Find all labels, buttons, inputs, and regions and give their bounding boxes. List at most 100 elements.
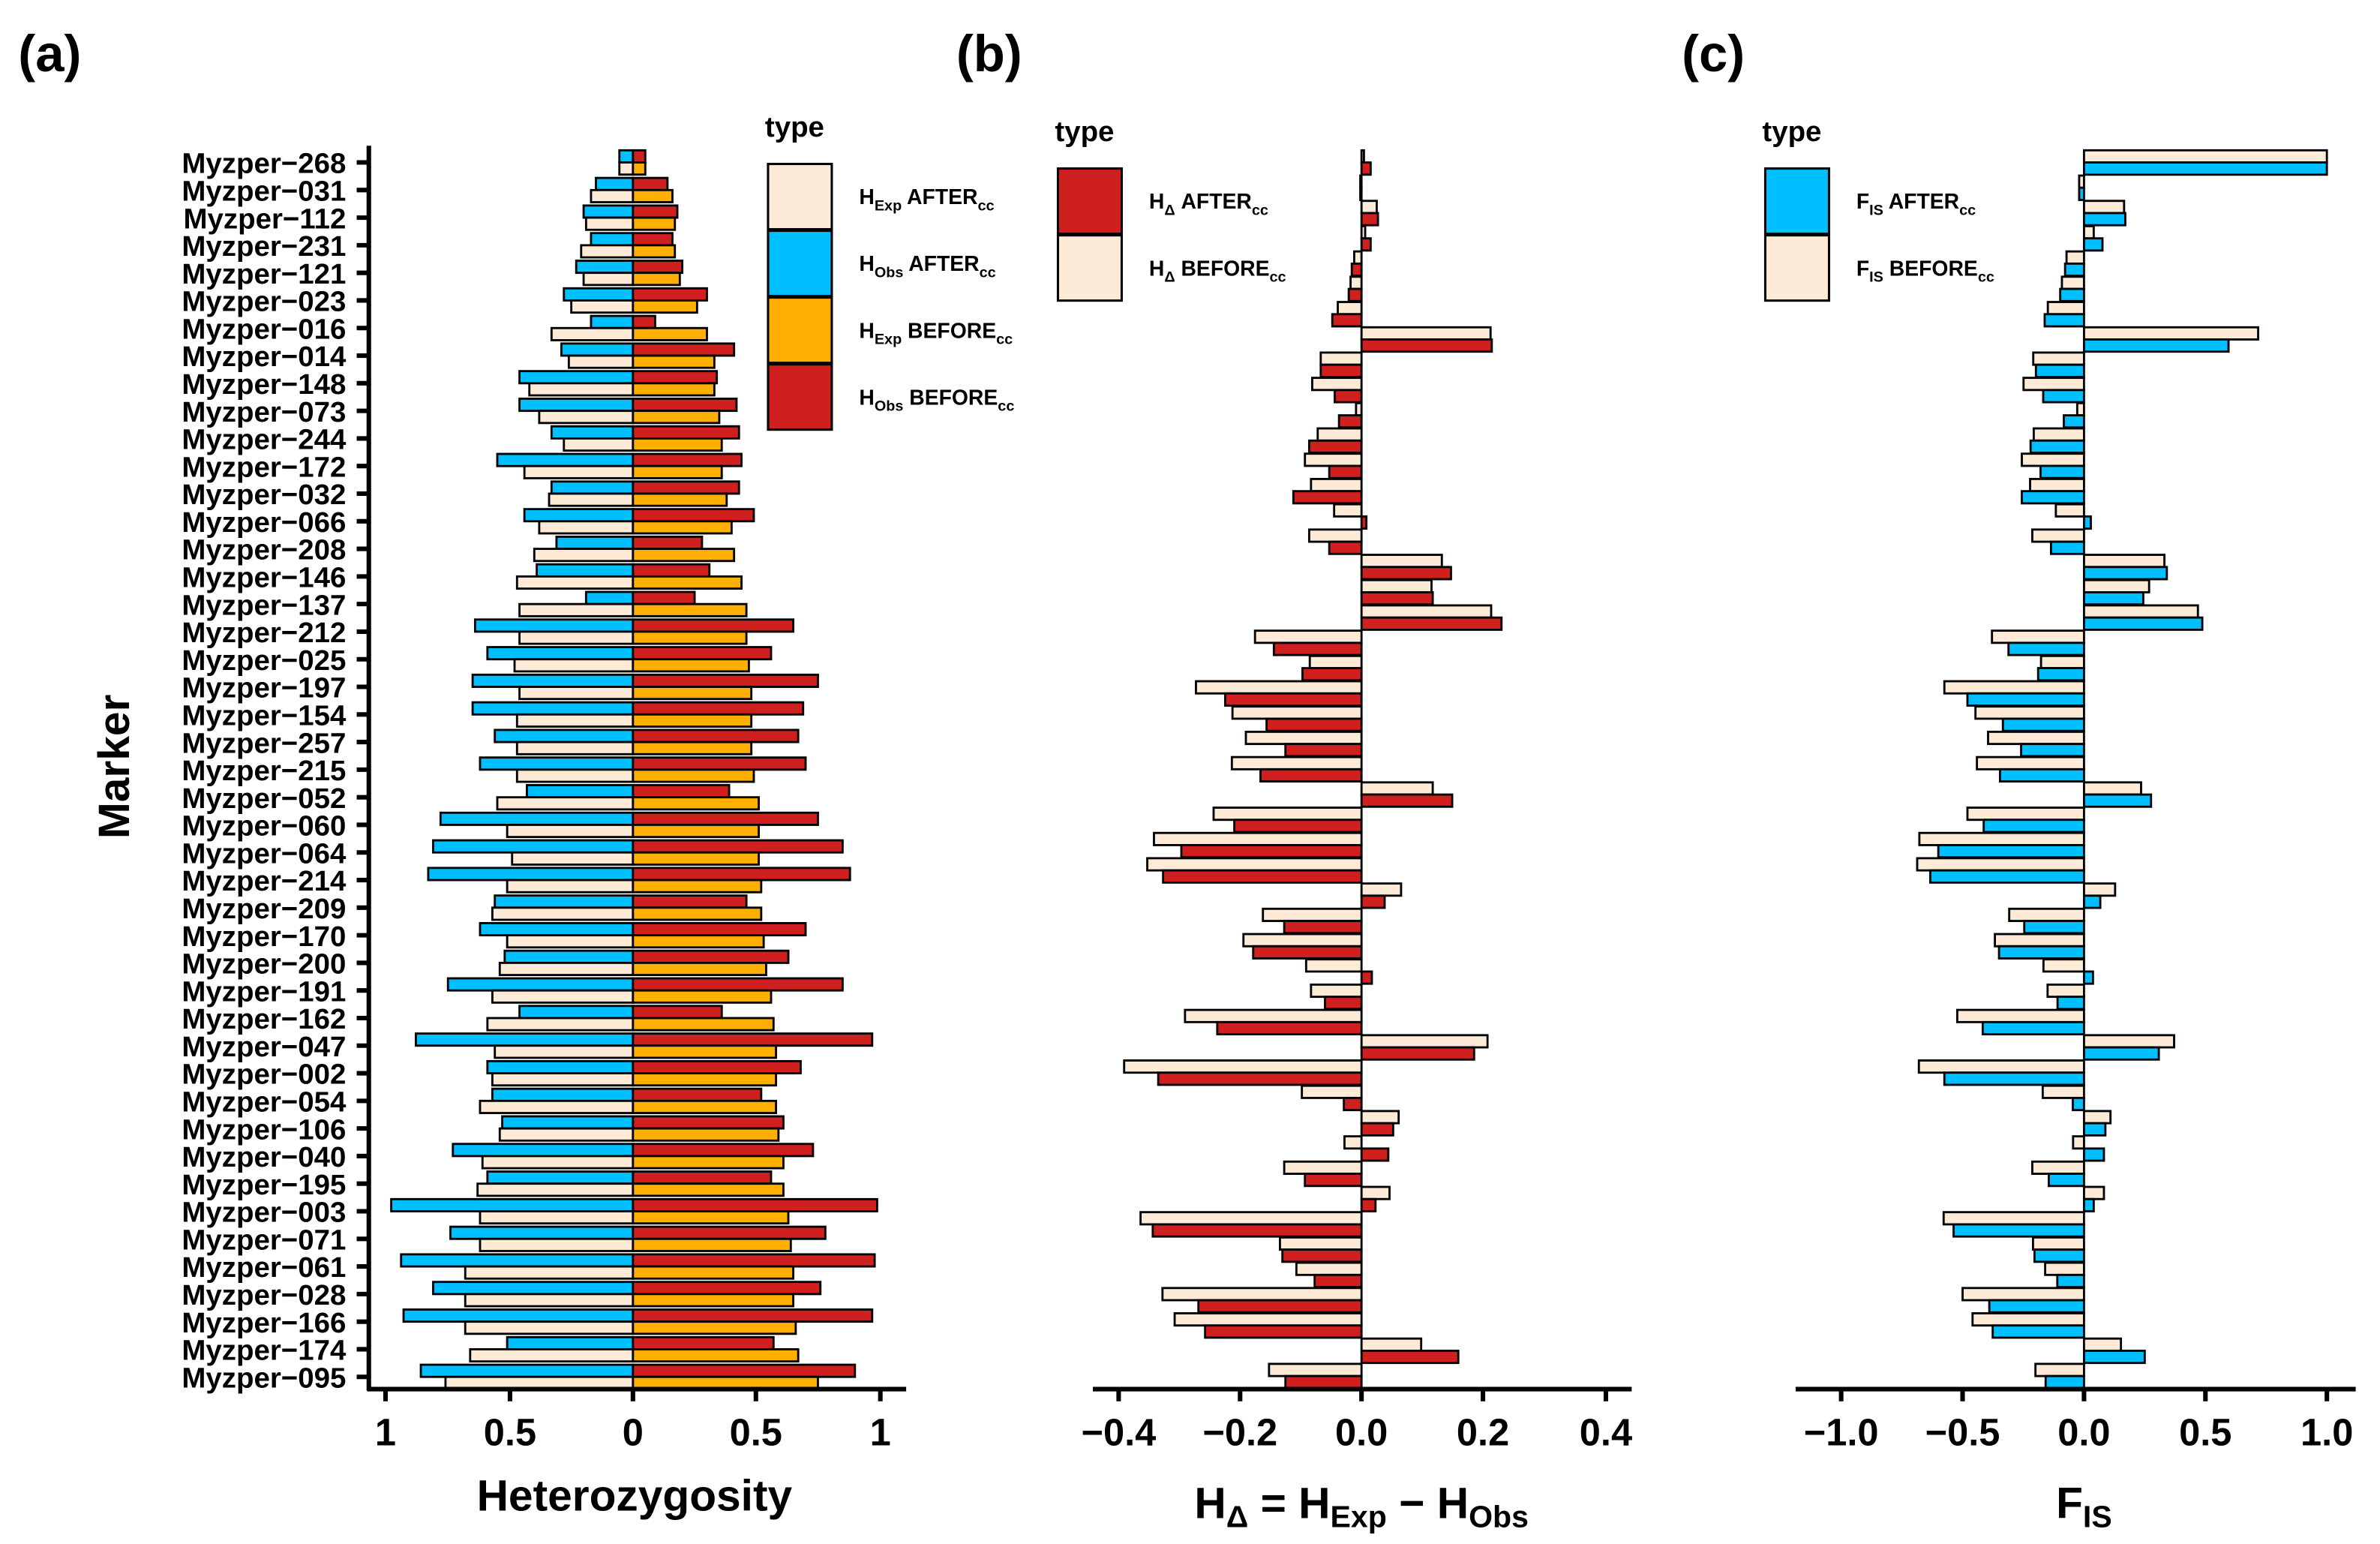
bar-hexp-after: [548, 492, 635, 507]
bar-delta-before: [1349, 275, 1363, 290]
bar-hobs-after: [471, 673, 635, 688]
bar-fis-after: [2082, 591, 2144, 606]
marker-label: Myzper−052: [182, 783, 346, 815]
legend-label-symbol: H: [1149, 257, 1164, 281]
legend-label-cc: cc: [1270, 269, 1286, 285]
bar-delta-before: [1307, 528, 1363, 543]
marker-label: Myzper−137: [182, 589, 346, 621]
bar-fis-before: [2082, 554, 2165, 569]
bar-fis-after: [2082, 1197, 2095, 1212]
bar-fis-after: [2082, 1046, 2160, 1061]
marker-label: Myzper−212: [182, 617, 346, 649]
bar-hobs-before: [632, 1170, 773, 1185]
bar-delta-before: [1360, 554, 1443, 569]
legend-label-subscript: Exp: [875, 331, 902, 347]
bar-fis-after: [1966, 692, 2085, 707]
bar-hobs-after: [486, 646, 635, 661]
bar-fis-before: [2022, 377, 2085, 392]
bar-delta-before: [1304, 452, 1363, 467]
bar-hobs-before: [632, 260, 684, 275]
bar-hobs-before: [632, 1225, 827, 1240]
bar-fis-after: [1929, 869, 2085, 884]
bar-delta-after: [1328, 540, 1363, 555]
bar-fis-before: [2031, 528, 2085, 543]
bar-hobs-after: [427, 867, 635, 882]
bar-delta-before: [1279, 1236, 1363, 1251]
panel-b-legend-swatch: [1056, 167, 1123, 236]
bar-hobs-after: [575, 260, 635, 275]
bar-hobs-after: [494, 894, 635, 909]
bar-hexp-after: [618, 161, 635, 176]
bar-delta-after: [1162, 869, 1363, 884]
bar-delta-before: [1353, 250, 1363, 265]
bar-fis-after: [2044, 1374, 2085, 1389]
x-title-sub-delta: Δ: [1226, 1500, 1249, 1534]
panel-a-bars: [390, 149, 878, 1390]
bar-fis-after: [1952, 1223, 2085, 1238]
bar-delta-before: [1268, 1362, 1363, 1377]
bar-hexp-before: [632, 1155, 785, 1170]
bar-hobs-before: [632, 618, 794, 633]
bar-hexp-before: [632, 1072, 777, 1087]
legend-label-symbol: H: [859, 252, 874, 276]
marker-label: Myzper−162: [182, 1003, 346, 1035]
bar-delta-after: [1337, 414, 1363, 429]
bar-hobs-before: [632, 756, 807, 771]
bar-hobs-before: [632, 839, 844, 854]
bar-hexp-before: [632, 410, 721, 425]
bar-hexp-after: [523, 464, 635, 479]
bar-hobs-after: [618, 149, 635, 164]
bar-delta-after: [1360, 566, 1452, 581]
panel-b-legend-swatch: [1056, 234, 1123, 302]
bar-hobs-after: [503, 949, 635, 964]
panel-a-legend-label: HExp AFTERcc: [859, 185, 994, 214]
bar-delta-after: [1360, 338, 1493, 353]
bar-hobs-after: [590, 314, 635, 329]
panel-c-tick-label: 0.5: [2179, 1410, 2231, 1453]
bar-fis-before: [1916, 857, 2085, 872]
bar-hexp-before: [632, 161, 647, 176]
legend-label-symbol: H: [859, 185, 874, 209]
bar-hexp-before: [632, 548, 736, 563]
marker-label: Myzper−025: [182, 644, 346, 677]
marker-label: Myzper−040: [182, 1141, 346, 1173]
bar-fis-after: [2082, 515, 2092, 530]
bar-fis-before: [2082, 225, 2095, 240]
legend-label-symbol: H: [859, 386, 874, 410]
legend-label-text: BEFORE: [902, 319, 996, 343]
legend-label-symbol: F: [1856, 190, 1869, 214]
bar-delta-after: [1360, 970, 1373, 985]
panel-a-legend-label: HObs BEFOREcc: [859, 386, 1014, 414]
panel-a-x-ticks: 1 0.5 0 0.5 1: [375, 1389, 891, 1453]
marker-label: Myzper−208: [182, 534, 346, 566]
bar-fis-after: [2078, 186, 2085, 201]
bar-hobs-before: [632, 784, 731, 799]
bar-delta-after: [1334, 389, 1363, 404]
bar-fis-after: [1937, 844, 2085, 859]
marker-label: Myzper−197: [182, 672, 346, 704]
bar-hobs-before: [632, 1335, 775, 1350]
marker-label: Myzper−214: [182, 865, 347, 897]
bar-delta-before: [1360, 149, 1365, 164]
bar-hobs-before: [632, 949, 790, 964]
bar-fis-after: [2034, 363, 2085, 378]
panel-a-tick-label: 0: [623, 1410, 644, 1453]
bar-delta-after: [1319, 363, 1363, 378]
bar-hexp-after: [584, 216, 635, 231]
bar-hexp-after: [550, 326, 635, 341]
panel-c-legend-swatch: [1763, 234, 1830, 302]
bar-fis-after: [1991, 1324, 2085, 1339]
bar-delta-after: [1157, 1071, 1363, 1086]
bar-hexp-after: [538, 410, 635, 425]
legend-label-cc: cc: [1959, 202, 1976, 218]
bar-fis-before: [2029, 478, 2085, 493]
bar-delta-after: [1283, 920, 1363, 935]
bar-hexp-after: [464, 1320, 635, 1335]
marker-label: Myzper−121: [182, 258, 346, 290]
bar-hexp-after: [538, 520, 635, 535]
legend-label-cc: cc: [1978, 269, 1994, 285]
bar-hexp-before: [632, 906, 763, 921]
legend-label-text: AFTER: [1175, 190, 1252, 214]
